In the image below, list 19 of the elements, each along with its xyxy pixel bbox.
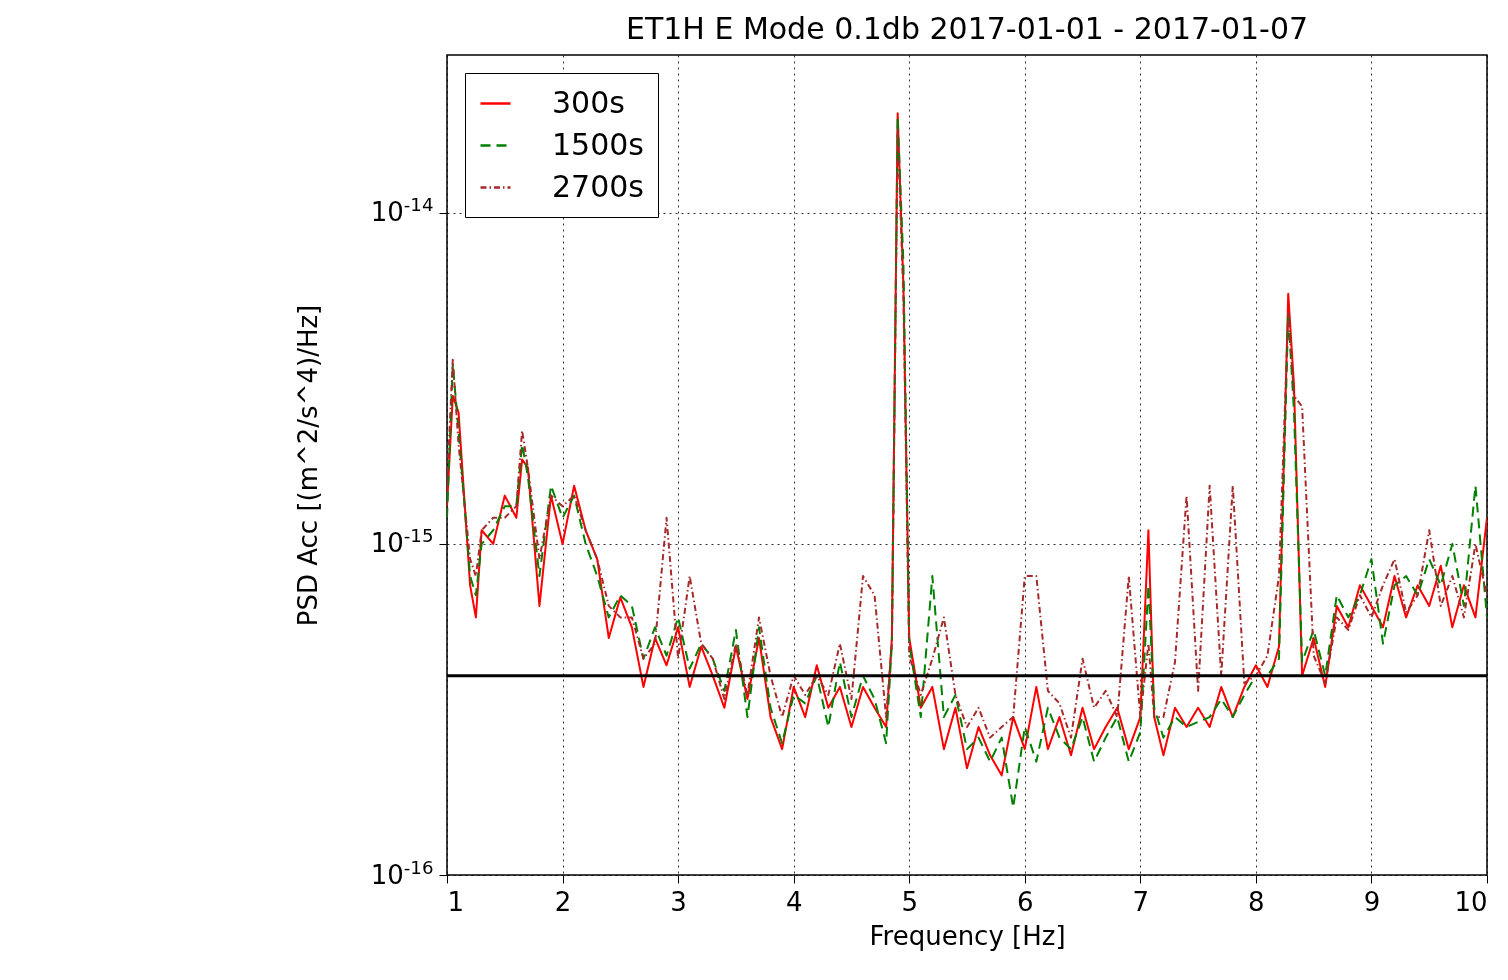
x-tick-label: 7 xyxy=(1132,886,1150,917)
x-tick-label: 6 xyxy=(1017,886,1034,917)
y-tick-label: 10$^{-14}$ xyxy=(370,193,434,228)
x-tick-label: 5 xyxy=(901,886,918,917)
x-tick-label: 8 xyxy=(1248,886,1265,917)
x-tick-label: 2 xyxy=(554,886,572,917)
x-tick-label: 10 xyxy=(1454,886,1488,917)
y-tick-label: 10$^{-15}$ xyxy=(370,524,434,559)
x-tick-label: 4 xyxy=(785,886,803,917)
legend-label: 1500s xyxy=(552,126,644,162)
x-tick-label: 9 xyxy=(1363,886,1381,917)
y-tick-label: 10$^{-16}$ xyxy=(370,856,434,890)
x-tick-label: 3 xyxy=(670,886,687,917)
legend-label: 300s xyxy=(552,84,625,120)
legend-label: 2700s xyxy=(552,168,644,204)
x-axis-title: Frequency [Hz] xyxy=(869,920,1066,951)
y-axis-title: PSD Acc [(m^2/s^4)/Hz] xyxy=(293,304,324,627)
chart-title: ET1H E Mode 0.1db 2017-01-01 - 2017-01-07 xyxy=(625,11,1309,46)
x-tick-label: 1 xyxy=(447,886,465,917)
